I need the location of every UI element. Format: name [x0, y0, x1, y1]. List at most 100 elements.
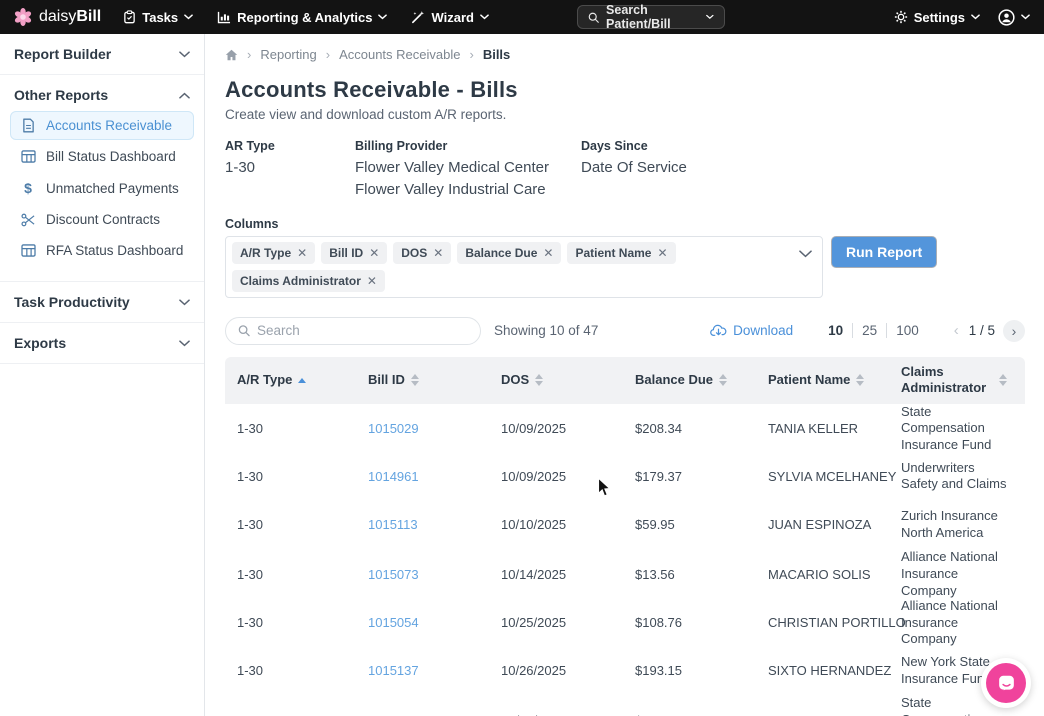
page-size-25[interactable]: 25	[852, 323, 886, 338]
header-dos[interactable]: DOS	[489, 372, 623, 388]
magic-wand-icon	[412, 11, 425, 24]
sidebar-item-label: Discount Contracts	[46, 212, 161, 227]
dollar-icon: $	[24, 180, 32, 196]
chevron-down-icon	[184, 14, 193, 20]
cell-claims-administrator: New York State Insurance Fund	[901, 654, 992, 686]
cell-balance-due: $286.14	[623, 713, 756, 716]
breadcrumb-reporting[interactable]: Reporting	[260, 47, 317, 62]
tag-label: Claims Administrator	[240, 273, 361, 288]
page-size-10[interactable]: 10	[828, 323, 844, 338]
cell-claims-administrator: Alliance National Insurance Company	[901, 549, 998, 598]
cell-balance-due: $193.15	[635, 663, 682, 679]
nav-tasks[interactable]: Tasks	[123, 10, 193, 25]
brand-logo[interactable]: daisyBill	[14, 8, 101, 26]
cell-dos: 10/09/2025	[501, 468, 567, 484]
sidebar-item-accounts-receivable[interactable]: Accounts Receivable	[10, 111, 194, 140]
sort-icon	[719, 374, 728, 386]
cell-bill-id-link[interactable]: 1015054	[368, 615, 419, 631]
filter-ar-type: AR Type 1-30	[225, 139, 355, 201]
cell-patient-name: MACARIO SOLIS	[768, 566, 871, 582]
page-size-100[interactable]: 100	[886, 323, 928, 338]
sidebar-item-discount-contracts[interactable]: Discount Contracts	[10, 205, 194, 234]
chevron-down-icon[interactable]	[799, 249, 812, 258]
chat-launcher-button[interactable]	[986, 663, 1026, 703]
table-row: 1-30 1014961 10/09/2025 $179.37 SYLVIA M…	[225, 452, 1025, 501]
nav-settings[interactable]: Settings	[894, 10, 980, 25]
breadcrumb-bills: Bills	[482, 47, 511, 62]
chevron-down-icon	[1021, 14, 1030, 20]
section-label: Other Reports	[14, 87, 109, 103]
sidebar-item-label: Unmatched Payments	[46, 180, 179, 196]
report-filters: AR Type 1-30 Billing Provider Flower Val…	[225, 139, 1025, 201]
filter-value: Flower Valley Industrial Care	[355, 180, 546, 198]
global-search-label: Search Patient/Bill	[606, 3, 671, 31]
sidebar-section-other-reports[interactable]: Other Reports	[14, 87, 190, 103]
remove-tag-icon[interactable]: ✕	[543, 245, 554, 260]
sidebar-item-bill-status-dashboard[interactable]: Bill Status Dashboard	[10, 142, 194, 171]
remove-tag-icon[interactable]: ✕	[657, 245, 668, 260]
cell-bill-id-link[interactable]: 1015007	[356, 713, 489, 716]
section-label: Report Builder	[14, 46, 112, 62]
remove-tag-icon[interactable]: ✕	[366, 273, 377, 288]
sidebar-section-report-builder[interactable]: Report Builder	[14, 46, 190, 62]
nav-reporting-label: Reporting & Analytics	[237, 9, 373, 25]
breadcrumb-accounts-receivable[interactable]: Accounts Receivable	[339, 47, 461, 62]
page-indicator: 1 / 5	[968, 323, 995, 338]
cell-patient-name: CHRISTIAN PORTILLO	[768, 615, 906, 631]
header-label: Patient Name	[768, 372, 851, 388]
cell-bill-id-link[interactable]: 1015029	[368, 420, 419, 436]
document-icon	[20, 118, 36, 133]
cell-patient-name: JUAN ESPINOZA	[768, 517, 872, 533]
global-search[interactable]: Search Patient/Bill	[576, 3, 725, 31]
download-button[interactable]: Download	[710, 323, 793, 338]
run-report-button[interactable]: Run Report	[831, 235, 938, 268]
table-row: 1-30 1015054 10/25/2025 $108.76 CHRISTIA…	[225, 598, 1025, 647]
remove-tag-icon[interactable]: ✕	[433, 245, 444, 260]
cell-balance-due: $208.34	[635, 420, 682, 436]
cell-bill-id-link[interactable]: 1015073	[368, 566, 419, 582]
header-label: DOS	[501, 372, 530, 388]
sort-icon	[856, 374, 865, 386]
sidebar-section-task-productivity[interactable]: Task Productivity	[14, 294, 190, 310]
nav-account-menu[interactable]	[998, 8, 1030, 26]
header-balance-due[interactable]: Balance Due	[623, 372, 756, 388]
cell-balance-due: $108.76	[635, 615, 682, 631]
columns-multiselect[interactable]: A/R Type ✕ Bill ID ✕ DOS ✕ Balance Due ✕ Pat…	[225, 235, 823, 298]
home-icon[interactable]	[225, 49, 238, 61]
nav-settings-label: Settings	[913, 9, 965, 25]
breadcrumb-separator-icon: ›	[247, 47, 252, 62]
cell-dos: 10/26/2025	[489, 713, 623, 716]
column-tag-ar-type: A/R Type ✕	[232, 241, 316, 264]
sidebar-item-rfa-status-dashboard[interactable]: RFA Status Dashboard	[10, 236, 194, 265]
cell-dos: 10/26/2025	[501, 663, 567, 679]
nav-wizard-label: Wizard	[431, 9, 474, 25]
cell-bill-id-link[interactable]: 1015137	[368, 663, 419, 679]
chat-launcher-halo	[981, 658, 1031, 708]
next-page-icon[interactable]: ›	[1003, 319, 1025, 342]
sidebar-item-unmatched-payments[interactable]: $ Unmatched Payments	[10, 173, 194, 203]
sidebar-item-label: Accounts Receivable	[46, 118, 173, 133]
header-claims-administrator[interactable]: Claims Administrator	[889, 364, 1025, 395]
tag-label: Patient Name	[575, 245, 652, 260]
table-header-row: A/R Type Bill ID DOS Balance Due Patient…	[225, 356, 1025, 404]
tag-label: DOS	[401, 245, 428, 260]
sidebar-section-exports[interactable]: Exports	[14, 335, 190, 351]
download-label: Download	[733, 323, 794, 338]
nav-wizard[interactable]: Wizard	[411, 10, 489, 25]
remove-tag-icon[interactable]: ✕	[369, 245, 380, 260]
remove-tag-icon[interactable]: ✕	[297, 245, 308, 260]
table-icon	[20, 150, 36, 163]
table-search[interactable]	[225, 316, 481, 345]
header-ar-type[interactable]: A/R Type	[225, 372, 356, 388]
chevron-down-icon	[480, 14, 489, 20]
search-input[interactable]	[256, 323, 468, 338]
scissors-icon	[20, 213, 36, 227]
cell-dos: 10/25/2025	[501, 615, 567, 631]
header-bill-id[interactable]: Bill ID	[356, 372, 489, 388]
table-body: 1-30 1015029 10/09/2025 $208.34 TANIA KE…	[225, 404, 1025, 716]
previous-page-icon[interactable]: ‹	[953, 322, 959, 339]
cell-bill-id-link[interactable]: 1015113	[368, 517, 418, 533]
cell-bill-id-link[interactable]: 1014961	[368, 468, 419, 484]
header-patient-name[interactable]: Patient Name	[756, 372, 889, 388]
nav-reporting-analytics[interactable]: Reporting & Analytics	[217, 9, 388, 25]
